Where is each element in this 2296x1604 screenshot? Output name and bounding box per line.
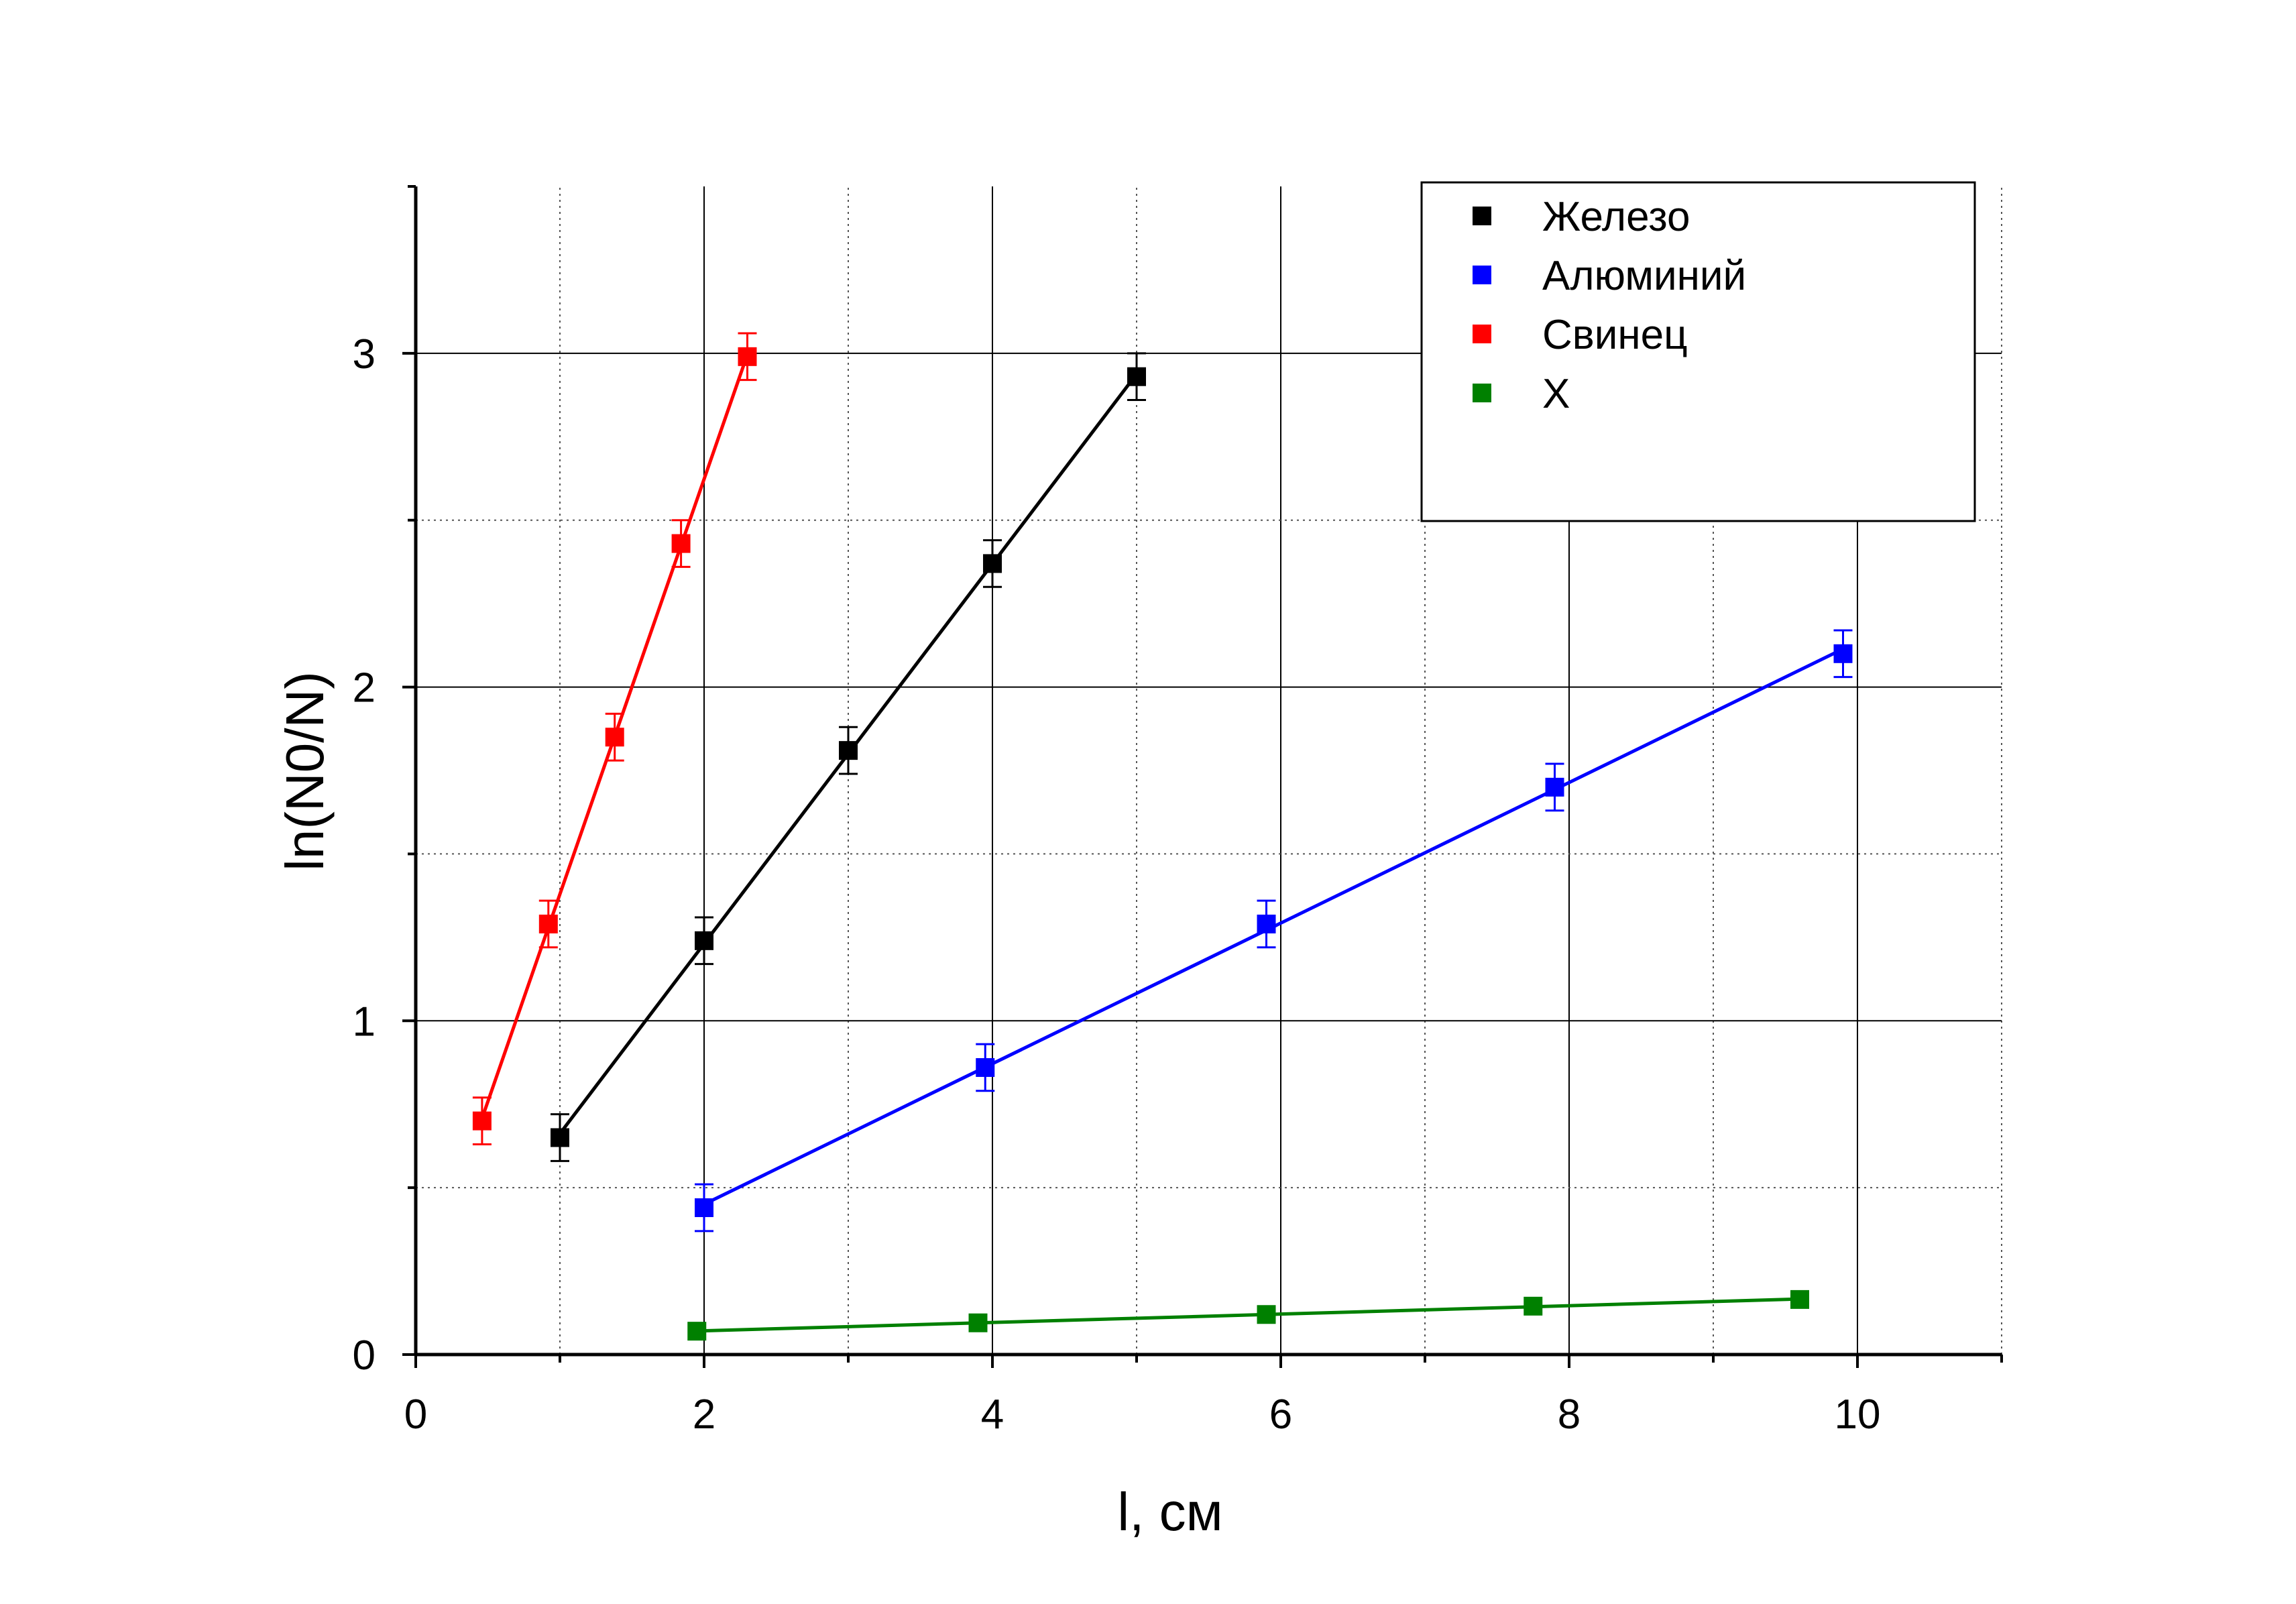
- legend-marker: [1473, 266, 1491, 284]
- data-point: [1127, 367, 1146, 386]
- legend-marker: [1473, 325, 1491, 343]
- series: [687, 1290, 1809, 1341]
- data-point: [1545, 777, 1564, 797]
- y-tick-label: 3: [353, 331, 376, 378]
- legend-label: Свинец: [1542, 312, 1688, 358]
- data-point: [983, 554, 1002, 573]
- x-tick-label: 2: [693, 1391, 715, 1438]
- y-tick-label: 2: [353, 665, 376, 711]
- x-ticks: 0 2 4 6 8 10: [404, 1355, 2003, 1438]
- legend-label: X: [1542, 371, 1570, 417]
- data-point: [968, 1313, 988, 1332]
- data-point: [472, 1111, 492, 1131]
- x-axis-title: l, см: [1117, 1482, 1222, 1542]
- data-point: [1257, 1305, 1276, 1324]
- x-tick-label: 8: [1558, 1391, 1581, 1438]
- data-point: [605, 728, 624, 747]
- x-tick-label: 0: [404, 1391, 427, 1438]
- x-tick-label: 4: [981, 1391, 1004, 1438]
- series: [695, 629, 1853, 1233]
- y-axis-title: ln(N0/N): [275, 671, 335, 871]
- y-tick-label: 1: [353, 998, 376, 1045]
- legend-label: Железо: [1542, 194, 1690, 240]
- axes: [414, 186, 2002, 1357]
- series: [551, 352, 1146, 1162]
- data-point: [839, 741, 858, 760]
- y-ticks: 0 1 2 3: [353, 185, 416, 1379]
- data-point: [671, 534, 691, 553]
- data-point: [687, 1322, 707, 1341]
- data-point: [538, 914, 558, 933]
- data-point: [695, 1198, 713, 1218]
- x-tick-label: 6: [1269, 1391, 1292, 1438]
- data-point: [1790, 1290, 1809, 1309]
- legend-marker: [1473, 384, 1491, 402]
- data-point: [976, 1057, 995, 1077]
- legend-marker: [1473, 207, 1491, 225]
- legend-label: Алюминий: [1542, 253, 1746, 299]
- series: [472, 332, 757, 1145]
- data-point: [738, 347, 757, 366]
- data-point: [695, 931, 713, 950]
- data-point: [551, 1128, 569, 1147]
- legend-items: Железо Алюминий Свинец X: [1473, 194, 1746, 417]
- series-layer: [472, 332, 1853, 1341]
- data-point: [1524, 1296, 1543, 1316]
- fit-line: [697, 1297, 1800, 1333]
- y-tick-label: 0: [353, 1332, 376, 1379]
- legend-box: [1420, 181, 1976, 522]
- legend: Железо Алюминий Свинец X: [1420, 181, 1976, 522]
- x-tick-label: 10: [1835, 1391, 1881, 1438]
- data-point: [1833, 644, 1853, 663]
- data-point: [1257, 914, 1276, 933]
